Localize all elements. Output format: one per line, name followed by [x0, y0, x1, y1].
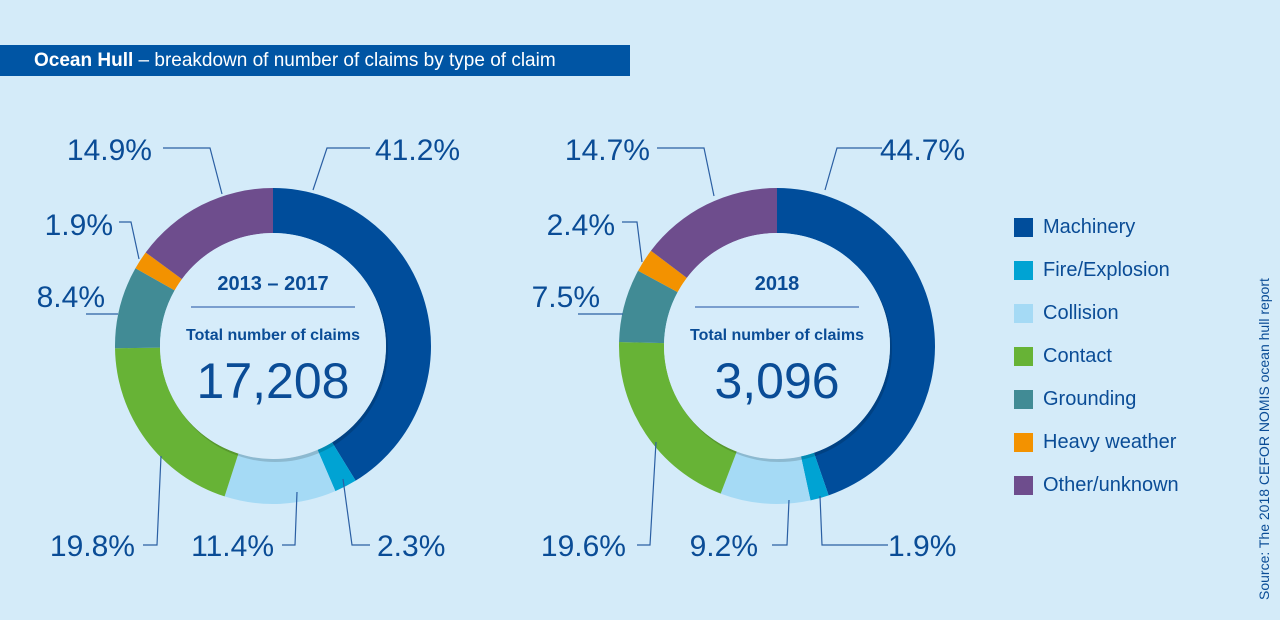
- legend-item-heavy-weather: Heavy weather: [1014, 421, 1179, 464]
- legend-label: Grounding: [1043, 388, 1137, 410]
- legend-item-collision: Collision: [1014, 292, 1179, 335]
- leader-line-fire-explosion: [342, 478, 370, 546]
- center-period: 2018: [755, 273, 800, 295]
- slice-grounding: [115, 268, 175, 349]
- data-label-collision: 9.2%: [690, 530, 758, 563]
- leader-line-machinery: [312, 147, 370, 191]
- leader-line-other-unknown: [657, 147, 715, 197]
- data-label-contact: 19.8%: [50, 530, 135, 563]
- slice-heavy-weather: [135, 252, 182, 291]
- legend-label: Contact: [1043, 345, 1112, 367]
- center-circle: [664, 233, 890, 459]
- legend-label: Heavy weather: [1043, 431, 1177, 453]
- slice-fire-explosion: [317, 442, 356, 492]
- legend-label: Other/unknown: [1043, 474, 1179, 496]
- center-total: 3,096: [714, 353, 839, 409]
- data-label-machinery: 44.7%: [880, 134, 965, 167]
- data-label-collision: 11.4%: [191, 530, 274, 563]
- data-label-grounding: 8.4%: [37, 281, 105, 314]
- data-label-heavy-weather: 2.4%: [547, 209, 615, 242]
- source-note: Source: The 2018 CEFOR NOMIS ocean hull …: [1256, 278, 1272, 600]
- data-label-fire-explosion: 2.3%: [377, 530, 445, 563]
- legend-item-contact: Contact: [1014, 335, 1179, 378]
- legend-label: Machinery: [1043, 216, 1136, 238]
- leader-line-collision: [282, 491, 298, 546]
- center-circle: [160, 233, 386, 459]
- slice-contact: [115, 347, 239, 497]
- slice-other-unknown: [650, 188, 777, 278]
- slice-collision: [720, 451, 811, 505]
- data-label-contact: 19.6%: [541, 530, 626, 563]
- slice-other-unknown: [145, 188, 273, 280]
- slice-machinery: [273, 188, 432, 481]
- legend-swatch: [1014, 390, 1033, 409]
- leader-line-fire-explosion: [819, 495, 888, 546]
- center-subtitle: Total number of claims: [690, 327, 864, 344]
- title-bold: Ocean Hull: [34, 50, 134, 71]
- legend: Machinery Fire/Explosion Collision Conta…: [1014, 206, 1179, 507]
- center-subtitle: Total number of claims: [186, 327, 360, 344]
- data-label-heavy-weather: 1.9%: [45, 209, 113, 242]
- leader-line-collision: [772, 499, 790, 546]
- center-period: 2013 – 2017: [217, 273, 328, 295]
- legend-item-fire-explosion: Fire/Explosion: [1014, 249, 1179, 292]
- data-label-grounding: 7.5%: [532, 281, 600, 314]
- leader-line-contact: [637, 441, 657, 546]
- legend-swatch: [1014, 304, 1033, 323]
- legend-item-machinery: Machinery: [1014, 206, 1179, 249]
- slice-machinery: [777, 188, 935, 496]
- leader-line-other-unknown: [163, 147, 223, 195]
- data-label-machinery: 41.2%: [375, 134, 460, 167]
- legend-swatch: [1014, 261, 1033, 280]
- legend-item-grounding: Grounding: [1014, 378, 1179, 421]
- leader-line-heavy-weather: [119, 221, 140, 260]
- legend-label: Collision: [1043, 302, 1119, 324]
- legend-swatch: [1014, 476, 1033, 495]
- slice-contact: [619, 342, 737, 494]
- data-label-fire-explosion: 1.9%: [888, 530, 956, 563]
- slice-grounding: [619, 270, 678, 344]
- slice-heavy-weather: [638, 250, 687, 293]
- donut-chart-2: 2018 Total number of claims 3,096 44.7% 1.9%…: [532, 134, 965, 563]
- leader-line-heavy-weather: [622, 221, 643, 263]
- data-label-other-unknown: 14.9%: [67, 134, 152, 167]
- legend-item-other-unknown: Other/unknown: [1014, 464, 1179, 507]
- leader-line-machinery: [824, 147, 882, 191]
- legend-swatch: [1014, 218, 1033, 237]
- legend-swatch: [1014, 433, 1033, 452]
- legend-label: Fire/Explosion: [1043, 259, 1170, 281]
- slice-fire-explosion: [800, 452, 829, 501]
- chart-title-bar: Ocean Hull – breakdown of number of clai…: [0, 45, 630, 76]
- title-rest: – breakdown of number of claims by type …: [133, 50, 556, 71]
- donut-chart-1: 2013 – 2017 Total number of claims 17,208 4…: [37, 134, 460, 563]
- slice-collision: [224, 449, 336, 505]
- leader-line-contact: [143, 455, 162, 546]
- center-total: 17,208: [197, 353, 350, 409]
- data-label-other-unknown: 14.7%: [565, 134, 650, 167]
- legend-swatch: [1014, 347, 1033, 366]
